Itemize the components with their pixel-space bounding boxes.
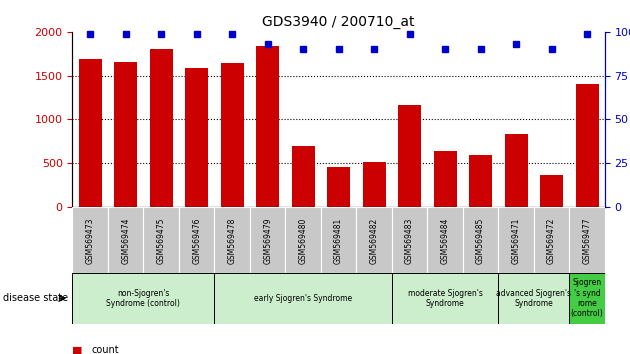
Bar	[505, 135, 527, 207]
Text: GSM569474: GSM569474	[121, 218, 130, 264]
Text: GSM569485: GSM569485	[476, 218, 485, 264]
Text: advanced Sjogren's
Syndrome: advanced Sjogren's Syndrome	[496, 289, 571, 308]
Text: Sjogren
's synd
rome
(control): Sjogren 's synd rome (control)	[571, 278, 604, 318]
Bar	[250, 207, 285, 273]
Text: disease state: disease state	[3, 293, 68, 303]
Bar	[392, 273, 498, 324]
Bar	[392, 207, 427, 273]
Text: GSM569480: GSM569480	[299, 218, 307, 264]
Bar	[144, 207, 179, 273]
Text: GSM569471: GSM569471	[512, 218, 520, 264]
Bar	[185, 68, 208, 207]
Text: ■: ■	[72, 346, 83, 354]
Bar	[540, 175, 563, 207]
Bar	[498, 273, 570, 324]
Bar	[108, 207, 144, 273]
Bar	[214, 207, 250, 273]
Bar	[72, 207, 108, 273]
Bar	[79, 59, 101, 207]
Bar	[214, 273, 392, 324]
Bar	[285, 207, 321, 273]
Bar	[72, 273, 214, 324]
Text: GSM569482: GSM569482	[370, 218, 379, 264]
Bar	[321, 207, 357, 273]
Bar	[570, 207, 605, 273]
Bar	[327, 167, 350, 207]
Bar	[463, 207, 498, 273]
Bar	[398, 105, 421, 207]
Bar	[469, 154, 492, 207]
Text: GSM569479: GSM569479	[263, 218, 272, 264]
Bar	[534, 207, 570, 273]
Text: moderate Sjogren's
Syndrome: moderate Sjogren's Syndrome	[408, 289, 483, 308]
Bar	[570, 273, 605, 324]
Text: GSM569476: GSM569476	[192, 218, 201, 264]
Text: GSM569473: GSM569473	[86, 218, 94, 264]
Bar	[220, 63, 244, 207]
Bar	[363, 162, 386, 207]
Text: GSM569477: GSM569477	[583, 218, 592, 264]
Bar	[256, 46, 279, 207]
Bar	[433, 150, 457, 207]
Bar	[292, 146, 314, 207]
Bar	[150, 50, 173, 207]
Bar	[498, 207, 534, 273]
Bar	[179, 207, 214, 273]
Bar	[427, 207, 463, 273]
Text: non-Sjogren's
Syndrome (control): non-Sjogren's Syndrome (control)	[106, 289, 180, 308]
Text: GSM569478: GSM569478	[227, 218, 237, 264]
Bar	[114, 62, 137, 207]
Text: GSM569472: GSM569472	[547, 218, 556, 264]
Text: GSM569481: GSM569481	[334, 218, 343, 264]
Text: early Sjogren's Syndrome: early Sjogren's Syndrome	[254, 294, 352, 303]
Text: GSM569475: GSM569475	[157, 218, 166, 264]
Bar	[576, 84, 598, 207]
Text: GSM569483: GSM569483	[405, 218, 414, 264]
Bar	[357, 207, 392, 273]
Text: count: count	[91, 346, 119, 354]
Title: GDS3940 / 200710_at: GDS3940 / 200710_at	[262, 16, 415, 29]
Text: GSM569484: GSM569484	[440, 218, 450, 264]
